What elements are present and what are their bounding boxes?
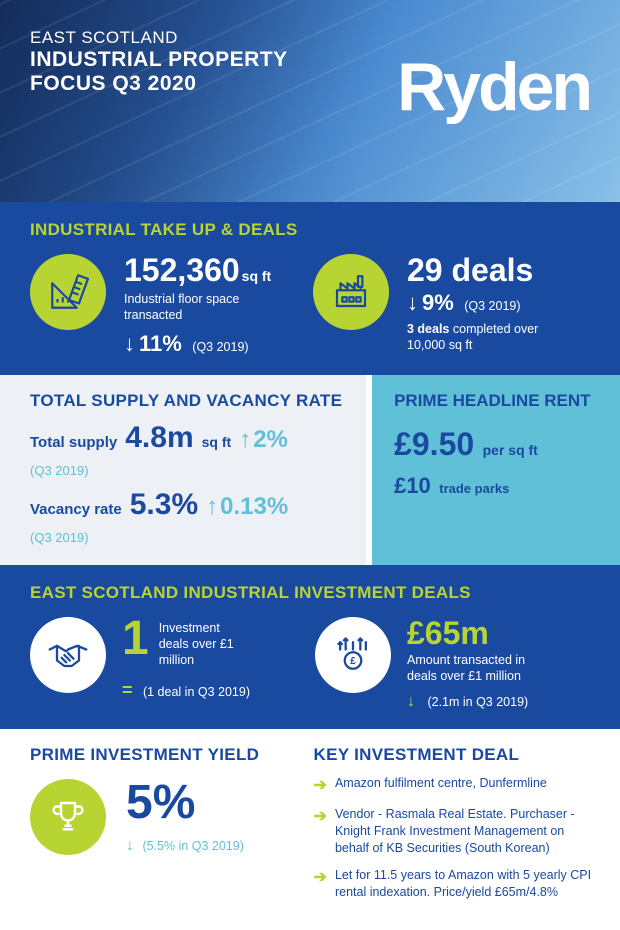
supply-period: (Q3 2019) (30, 463, 89, 478)
supply-section: TOTAL SUPPLY AND VACANCY RATE Total supp… (0, 375, 372, 565)
floorspace-period: (Q3 2019) (192, 340, 248, 354)
ruler-icon (30, 254, 106, 330)
takeup-deals: 29 deals 9% (Q3 2019) 3 deals completed … (313, 254, 590, 357)
supply-unit: sq ft (202, 434, 232, 450)
growth-icon: £ (315, 617, 391, 693)
factory-icon (313, 254, 389, 330)
investment-amount-compare: (2.1m in Q3 2019) (427, 695, 528, 709)
vacancy-change: 0.13% (206, 493, 288, 521)
vacancy-period: (Q3 2019) (30, 530, 89, 545)
arrow-down-icon: ↓ (407, 693, 415, 710)
investment-section: EAST SCOTLAND INDUSTRIAL INVESTMENT DEAL… (0, 565, 620, 728)
hero-title-block: EAST SCOTLAND INDUSTRIAL PROPERTY FOCUS … (30, 28, 320, 96)
rent-value: £9.50 (394, 426, 474, 462)
key-deal-title: KEY INVESTMENT DEAL (314, 745, 596, 765)
arrow-down-icon: ↓ (126, 837, 134, 854)
hero-line2: INDUSTRIAL PROPERTY FOCUS Q3 2020 (30, 48, 320, 96)
deals-period: (Q3 2019) (464, 299, 520, 313)
deals-value: 29 deals (407, 254, 557, 286)
yield-compare: (5.5% in Q3 2019) (142, 839, 243, 853)
key-deal-item: ➔Amazon fulfilment centre, Dunfermline (314, 775, 596, 797)
arrow-right-icon: ➔ (314, 806, 327, 857)
handshake-icon (30, 617, 106, 693)
vacancy-value: 5.3% (130, 488, 198, 522)
yield-value: 5% (126, 779, 244, 827)
supply-value: 4.8m (125, 421, 193, 455)
hero-line1: EAST SCOTLAND (30, 28, 320, 48)
vacancy-label: Vacancy rate (30, 501, 122, 518)
takeup-section: INDUSTRIAL TAKE UP & DEALS 152,360sq ft … (0, 202, 620, 375)
investment-count: 1 Investment deals over £1 million = (1 … (30, 617, 305, 710)
deals-note: 3 deals completed over 10,000 sq ft (407, 322, 557, 353)
equals-icon: = (122, 680, 133, 700)
trophy-icon (30, 779, 106, 855)
svg-text:£: £ (350, 656, 356, 667)
arrow-right-icon: ➔ (314, 775, 327, 797)
yield-section: PRIME INVESTMENT YIELD 5% ↓ (5.5% in Q3 … (0, 729, 306, 930)
floorspace-value: 152,360 (124, 252, 240, 288)
floorspace-unit: sq ft (242, 268, 272, 284)
floorspace-label: Industrial floor space transacted (124, 292, 264, 323)
rent-unit: per sq ft (483, 442, 538, 458)
investment-amount-value: £65m (407, 617, 557, 649)
hero-banner: EAST SCOTLAND INDUSTRIAL PROPERTY FOCUS … (0, 0, 620, 202)
rent-section: PRIME HEADLINE RENT £9.50 per sq ft £10 … (372, 375, 620, 565)
supply-rent-row: TOTAL SUPPLY AND VACANCY RATE Total supp… (0, 375, 620, 565)
supply-change: 2% (239, 426, 288, 454)
investment-count-compare: (1 deal in Q3 2019) (143, 685, 250, 699)
key-deal-item: ➔Let for 11.5 years to Amazon with 5 yea… (314, 867, 596, 901)
arrow-right-icon: ➔ (314, 867, 327, 901)
investment-count-value: 1 (122, 617, 149, 660)
investment-amount: £ £65m Amount transacted in deals over £… (315, 617, 590, 710)
brand-logo: Ryden (397, 48, 590, 126)
key-deal-section: KEY INVESTMENT DEAL ➔Amazon fulfilment c… (306, 729, 620, 930)
key-deal-item: ➔Vendor - Rasmala Real Estate. Purchaser… (314, 806, 596, 857)
investment-amount-label: Amount transacted in deals over £1 milli… (407, 653, 557, 684)
floorspace-change: 11% (124, 331, 182, 356)
rent-trade-value: £10 (394, 473, 431, 498)
investment-title: EAST SCOTLAND INDUSTRIAL INVESTMENT DEAL… (30, 583, 590, 603)
supply-label: Total supply (30, 434, 117, 451)
investment-count-label: Investment deals over £1 million (159, 621, 249, 668)
deals-change: 9% (407, 290, 454, 315)
takeup-title: INDUSTRIAL TAKE UP & DEALS (30, 220, 590, 240)
bottom-row: PRIME INVESTMENT YIELD 5% ↓ (5.5% in Q3 … (0, 729, 620, 930)
supply-title: TOTAL SUPPLY AND VACANCY RATE (30, 391, 346, 411)
rent-trade-label: trade parks (439, 481, 509, 496)
yield-title: PRIME INVESTMENT YIELD (30, 745, 286, 765)
rent-title: PRIME HEADLINE RENT (394, 391, 598, 411)
takeup-floorspace: 152,360sq ft Industrial floor space tran… (30, 254, 307, 357)
